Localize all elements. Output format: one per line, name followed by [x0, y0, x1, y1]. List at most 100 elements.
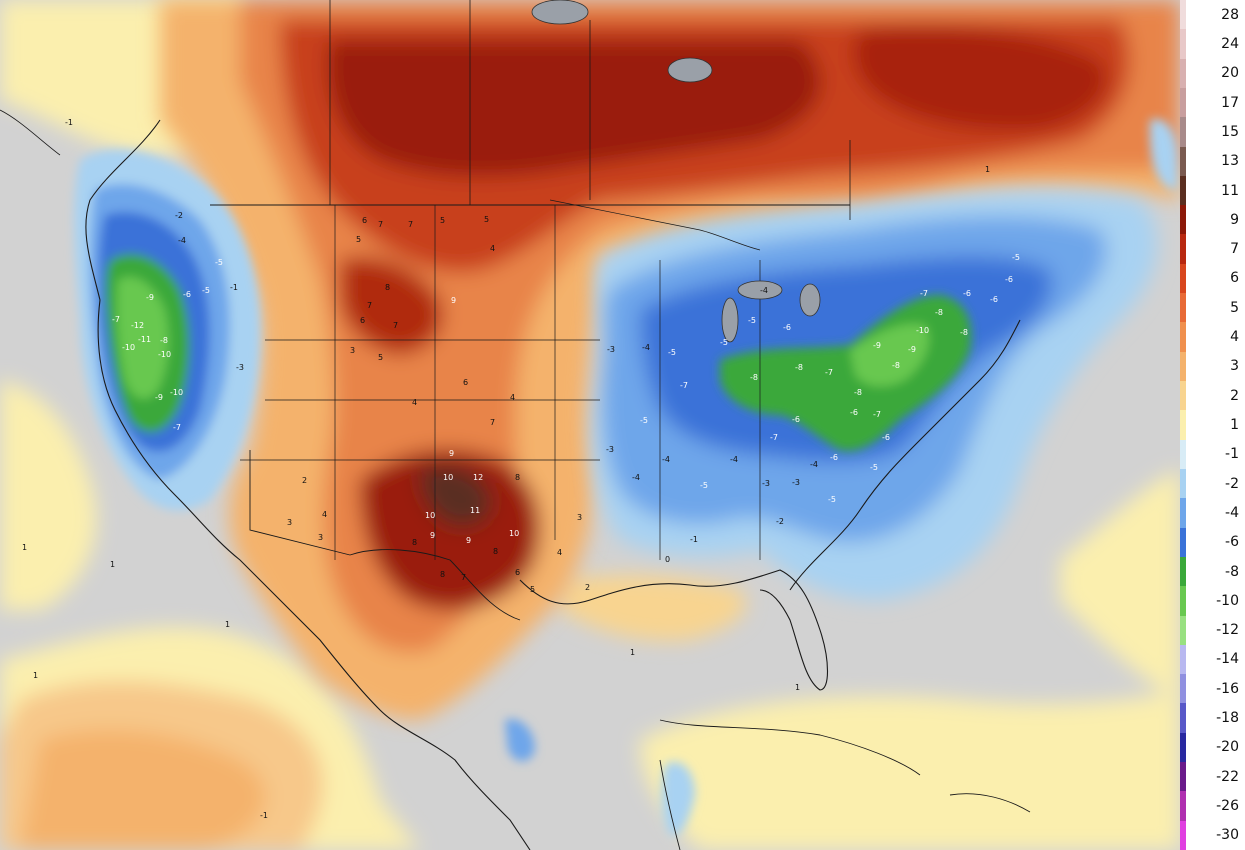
legend-row: -22 — [1180, 762, 1245, 792]
value-label: -1 — [230, 283, 238, 292]
value-label: -12 — [131, 321, 144, 330]
legend-row: -8 — [1180, 556, 1245, 587]
value-label: 6 — [463, 378, 468, 387]
value-label: -1 — [690, 535, 698, 544]
legend-row: -6 — [1180, 527, 1245, 557]
value-label: -4 — [810, 460, 818, 469]
value-label: 9 — [430, 531, 435, 540]
map-canvas: -12-11-10-10-9-8-9-10-7-6 -5-4-2-5-7-3-16… — [0, 0, 1180, 850]
legend-label: -16 — [1216, 680, 1239, 697]
legend-label: -12 — [1216, 622, 1239, 639]
value-label: 5 — [484, 215, 489, 224]
value-label: -6 — [963, 289, 971, 298]
value-label: -3 — [792, 478, 800, 487]
value-label: -6 — [183, 290, 191, 299]
legend-row: -16 — [1180, 674, 1245, 704]
legend-swatch — [1180, 556, 1186, 587]
legend-swatch — [1180, 498, 1186, 528]
value-label: 4 — [412, 398, 417, 407]
value-label: -8 — [935, 308, 943, 317]
legend-swatch — [1180, 322, 1186, 352]
northeast-green-field — [720, 295, 972, 451]
legend-row: 5 — [1180, 293, 1245, 323]
value-label: 10 — [425, 511, 435, 520]
value-label: 4 — [490, 244, 495, 253]
legend-row: 15 — [1180, 117, 1245, 147]
legend-label: 7 — [1230, 241, 1239, 258]
legend-swatch — [1180, 87, 1186, 118]
legend-row: 7 — [1180, 234, 1245, 264]
value-label: 7 — [378, 220, 383, 229]
value-label: 5 — [378, 353, 383, 362]
value-label: -5 — [720, 338, 728, 347]
legend-label: -10 — [1216, 592, 1239, 609]
value-label: 8 — [515, 473, 520, 482]
value-label: -6 — [792, 415, 800, 424]
legend-row: 28 — [1180, 0, 1245, 30]
value-label: -1 — [65, 118, 73, 127]
value-label: 8 — [440, 570, 445, 579]
legend-label: 4 — [1230, 329, 1239, 346]
value-label: -3 — [607, 345, 615, 354]
legend-label: 11 — [1221, 182, 1239, 199]
legend-label: -14 — [1216, 651, 1239, 668]
value-label: 1 — [795, 683, 800, 692]
legend-swatch — [1180, 0, 1186, 30]
legend-row: 17 — [1180, 87, 1245, 118]
legend-label: 17 — [1221, 94, 1239, 111]
legend-row: -4 — [1180, 498, 1245, 528]
value-label: 2 — [585, 583, 590, 592]
legend-label: 15 — [1221, 123, 1239, 140]
legend-swatch — [1180, 117, 1186, 147]
value-label: -8 — [795, 363, 803, 372]
value-label: 3 — [287, 518, 292, 527]
map-borders — [0, 0, 1031, 850]
legend-swatch — [1180, 410, 1186, 440]
value-label: -3 — [236, 363, 244, 372]
value-label: -5 — [748, 316, 756, 325]
value-label: 8 — [493, 547, 498, 556]
legend-row: -1 — [1180, 439, 1245, 469]
value-label: 6 — [362, 216, 367, 225]
value-label: 3 — [318, 533, 323, 542]
value-label: 7 — [461, 573, 466, 582]
value-label: 10 — [443, 473, 453, 482]
value-label: 6 — [515, 568, 520, 577]
legend-label: 20 — [1221, 65, 1239, 82]
value-label: 1 — [225, 620, 230, 629]
legend-row: -12 — [1180, 615, 1245, 645]
value-label: -9 — [155, 393, 163, 402]
legend-swatch — [1180, 586, 1186, 616]
value-label: 10 — [509, 529, 519, 538]
value-label: 5 — [356, 235, 361, 244]
legend-row: 1 — [1180, 410, 1245, 440]
value-label: -7 — [112, 315, 120, 324]
legend-label: -2 — [1225, 475, 1239, 492]
value-label: 1 — [110, 560, 115, 569]
legend-swatch — [1180, 703, 1186, 733]
legend-row: 13 — [1180, 146, 1245, 176]
legend-row: 20 — [1180, 58, 1245, 88]
value-label: 1 — [630, 648, 635, 657]
land-warm-field — [160, 0, 1180, 720]
color-scale-legend: 28 24 20 17 15 13 11 9 7 6 5 4 3 2 1 -1 -2 -4 -6 -8 -10 -12 -1… — [1180, 0, 1245, 850]
temperature-anomaly-map[interactable]: -12 -11 -10 -10 -9 -8 -9 -10 -7 -6 -5 -4 -2 -5 -7 -3 -1 6… — [0, 0, 1180, 850]
legend-swatch — [1180, 293, 1186, 323]
value-label: -7 — [873, 410, 881, 419]
legend-swatch — [1180, 674, 1186, 704]
value-label: 5 — [530, 585, 535, 594]
legend-label: 1 — [1230, 416, 1239, 433]
value-label: -4 — [178, 236, 186, 245]
value-label: -8 — [750, 373, 758, 382]
legend-swatch — [1180, 234, 1186, 264]
value-label: 1 — [985, 165, 990, 174]
value-labels: -12-11-10-10-9-8-9-10-7-6 -5-4-2-5-7-3-16… — [22, 118, 1020, 820]
legend-swatch — [1180, 644, 1186, 675]
value-label: -4 — [662, 455, 670, 464]
legend-row: -14 — [1180, 644, 1245, 675]
value-label: 1 — [22, 543, 27, 552]
legend-label: 9 — [1230, 211, 1239, 228]
lakes — [531, 0, 821, 343]
value-label: 7 — [393, 321, 398, 330]
legend-swatch — [1180, 791, 1186, 821]
